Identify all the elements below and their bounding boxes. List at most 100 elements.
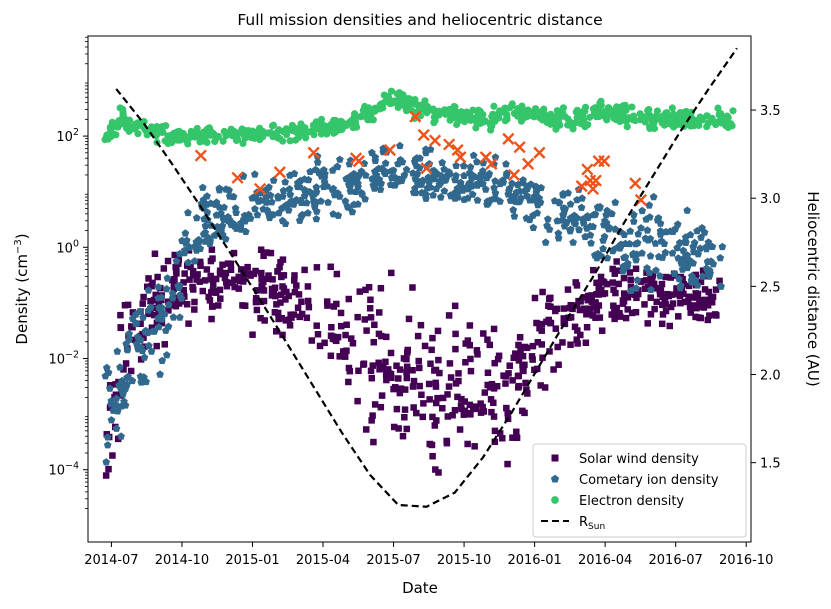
- solar-wind-point: [365, 283, 373, 291]
- solar-wind-point: [451, 407, 459, 414]
- solar-wind-point: [387, 370, 395, 378]
- solar-wind-point: [241, 302, 249, 309]
- cometary-ion-point: [104, 368, 113, 376]
- cometary-ion-point: [569, 238, 577, 246]
- legend-label: Solar wind density: [579, 452, 699, 467]
- solar-wind-point: [216, 286, 224, 294]
- solar-wind-point: [454, 393, 461, 401]
- cometary-ion-point: [638, 206, 646, 215]
- cometary-ion-point: [533, 209, 541, 217]
- solar-wind-point: [291, 277, 298, 284]
- solar-wind-point: [701, 286, 709, 293]
- solar-wind-point: [627, 276, 634, 284]
- cometary-ion-point: [212, 211, 221, 219]
- solar-wind-point: [469, 405, 477, 412]
- electron-point: [654, 115, 662, 123]
- solar-wind-point: [575, 297, 582, 305]
- solar-wind-point: [153, 342, 160, 350]
- solar-wind-point: [538, 327, 545, 334]
- cometary-ion-point: [682, 238, 690, 246]
- x-tick-label: 2014-10: [155, 553, 209, 568]
- electron-point: [597, 97, 605, 105]
- solar-wind-point: [567, 314, 575, 321]
- solar-wind-point: [653, 298, 660, 306]
- solar-wind-point: [435, 356, 442, 364]
- cometary-ion-point: [410, 157, 419, 165]
- cometary-ion-point: [168, 289, 177, 297]
- solar-wind-point: [531, 366, 538, 374]
- solar-wind-point: [641, 285, 649, 292]
- solar-wind-point: [516, 334, 524, 341]
- highlight-x-marker: [575, 180, 588, 193]
- cometary-ion-point: [345, 180, 353, 188]
- cometary-ion-point: [381, 159, 390, 167]
- solar-wind-point: [383, 333, 390, 341]
- electron-point: [501, 117, 509, 125]
- solar-wind-point: [564, 286, 572, 293]
- electron-point: [620, 102, 628, 110]
- solar-wind-point: [212, 275, 220, 283]
- solar-wind-point: [644, 320, 651, 327]
- cometary-ion-point: [417, 180, 426, 188]
- electron-point: [352, 123, 361, 131]
- solar-wind-point: [370, 438, 377, 446]
- solar-wind-point: [334, 333, 342, 341]
- solar-wind-point: [137, 356, 145, 363]
- cometary-ion-point: [125, 329, 133, 338]
- solar-wind-point: [207, 272, 214, 280]
- cometary-ion-point: [682, 251, 690, 259]
- solar-wind-point: [314, 331, 322, 338]
- solar-wind-point: [102, 472, 110, 479]
- solar-wind-point: [522, 379, 529, 387]
- cometary-ion-point: [558, 216, 567, 224]
- solar-wind-point: [308, 337, 316, 344]
- series-electron: [101, 87, 737, 148]
- cometary-ion-point: [128, 376, 137, 385]
- cometary-ion-point: [459, 186, 467, 194]
- cometary-ion-point: [583, 224, 591, 232]
- solar-wind-point: [432, 383, 440, 390]
- cometary-ion-point: [683, 206, 691, 214]
- cometary-ion-point: [281, 178, 289, 186]
- solar-wind-point: [559, 339, 566, 346]
- solar-wind-point: [367, 314, 375, 321]
- cometary-ion-point: [125, 335, 134, 343]
- solar-wind-point: [227, 260, 235, 268]
- electron-point: [559, 112, 567, 120]
- solar-wind-point: [410, 404, 417, 411]
- electron-point: [616, 117, 624, 126]
- solar-wind-point: [611, 311, 618, 318]
- cometary-ion-point: [630, 210, 638, 219]
- cometary-ion-point: [311, 165, 320, 174]
- electron-point: [429, 107, 437, 115]
- solar-wind-point: [499, 434, 506, 442]
- solar-wind-point: [451, 302, 459, 310]
- cometary-ion-point: [436, 193, 445, 201]
- cometary-ion-point: [358, 190, 366, 198]
- y-axis-label: Density (cm−3): [13, 233, 31, 344]
- solar-wind-point: [667, 303, 675, 311]
- solar-wind-point: [647, 273, 654, 280]
- solar-wind-point: [573, 302, 581, 309]
- solar-wind-point: [172, 302, 180, 310]
- cometary-ion-point: [491, 153, 500, 161]
- solar-wind-point: [610, 302, 617, 310]
- solar-wind-point: [321, 339, 328, 347]
- solar-wind-point: [658, 301, 666, 308]
- cometary-ion-point: [594, 249, 602, 258]
- solar-wind-point: [592, 299, 599, 306]
- cometary-ion-point: [350, 169, 358, 178]
- solar-wind-point: [443, 437, 450, 445]
- solar-wind-point: [151, 250, 159, 258]
- solar-wind-point: [203, 266, 211, 273]
- solar-wind-point: [375, 359, 382, 367]
- solar-wind-point: [529, 342, 537, 350]
- highlight-x-marker: [273, 166, 286, 179]
- solar-wind-point: [517, 346, 524, 354]
- cometary-ion-point: [163, 274, 172, 282]
- solar-wind-point: [395, 375, 402, 382]
- highlight-x-marker: [522, 157, 535, 170]
- solar-wind-point: [418, 391, 425, 398]
- cometary-ion-point: [302, 198, 311, 207]
- highlight-x-marker: [409, 110, 422, 123]
